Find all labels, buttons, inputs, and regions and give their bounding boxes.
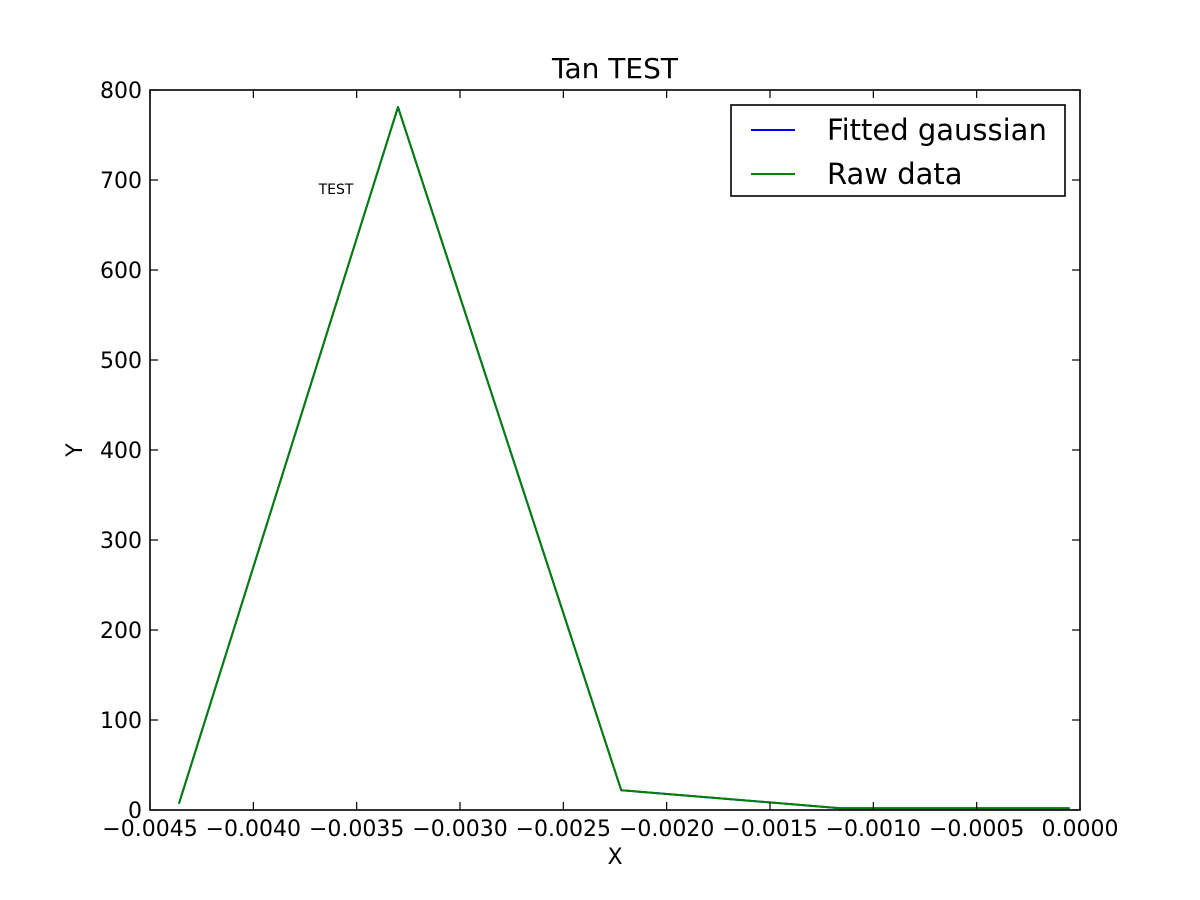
x-tick-label: −0.0035	[309, 817, 404, 842]
x-tick-label: −0.0030	[412, 817, 507, 842]
series-line-raw-data	[177, 106, 1070, 810]
x-tick-label: −0.0040	[206, 817, 301, 842]
annotation-text: TEST	[318, 182, 354, 198]
y-tick-label: 400	[100, 439, 142, 464]
x-tick-label: 0.0000	[1042, 817, 1119, 842]
series-line-fitted-gaussian	[177, 106, 1070, 810]
y-tick-label: 600	[100, 259, 142, 284]
y-tick-label: 100	[100, 709, 142, 734]
x-tick-label: −0.0020	[619, 817, 714, 842]
x-tick-label: −0.0005	[929, 817, 1024, 842]
y-tick-label: 800	[100, 79, 142, 104]
x-tick-label: −0.0015	[722, 817, 817, 842]
y-tick-label: 700	[100, 169, 142, 194]
y-tick-label: 0	[128, 799, 142, 824]
x-tick-label: −0.0025	[516, 817, 611, 842]
legend: Fitted gaussian Raw data	[730, 104, 1066, 197]
legend-label: Raw data	[827, 157, 963, 191]
y-tick-label: 500	[100, 349, 142, 374]
x-tick-label: −0.0010	[826, 817, 921, 842]
y-axis-label: Y	[63, 443, 88, 458]
plot-area: −0.0045 −0.0040 −0.0035 −0.0030 −0.0025 −0.00…	[100, 79, 1118, 842]
y-tick-label: 200	[100, 619, 142, 644]
y-tick-label: 300	[100, 529, 142, 554]
legend-label: Fitted gaussian	[827, 113, 1047, 147]
x-tick-label: −0.0045	[102, 817, 197, 842]
chart-title: Tan TEST	[551, 52, 679, 85]
legend-box	[730, 104, 1066, 197]
x-axis-label: X	[607, 845, 622, 870]
